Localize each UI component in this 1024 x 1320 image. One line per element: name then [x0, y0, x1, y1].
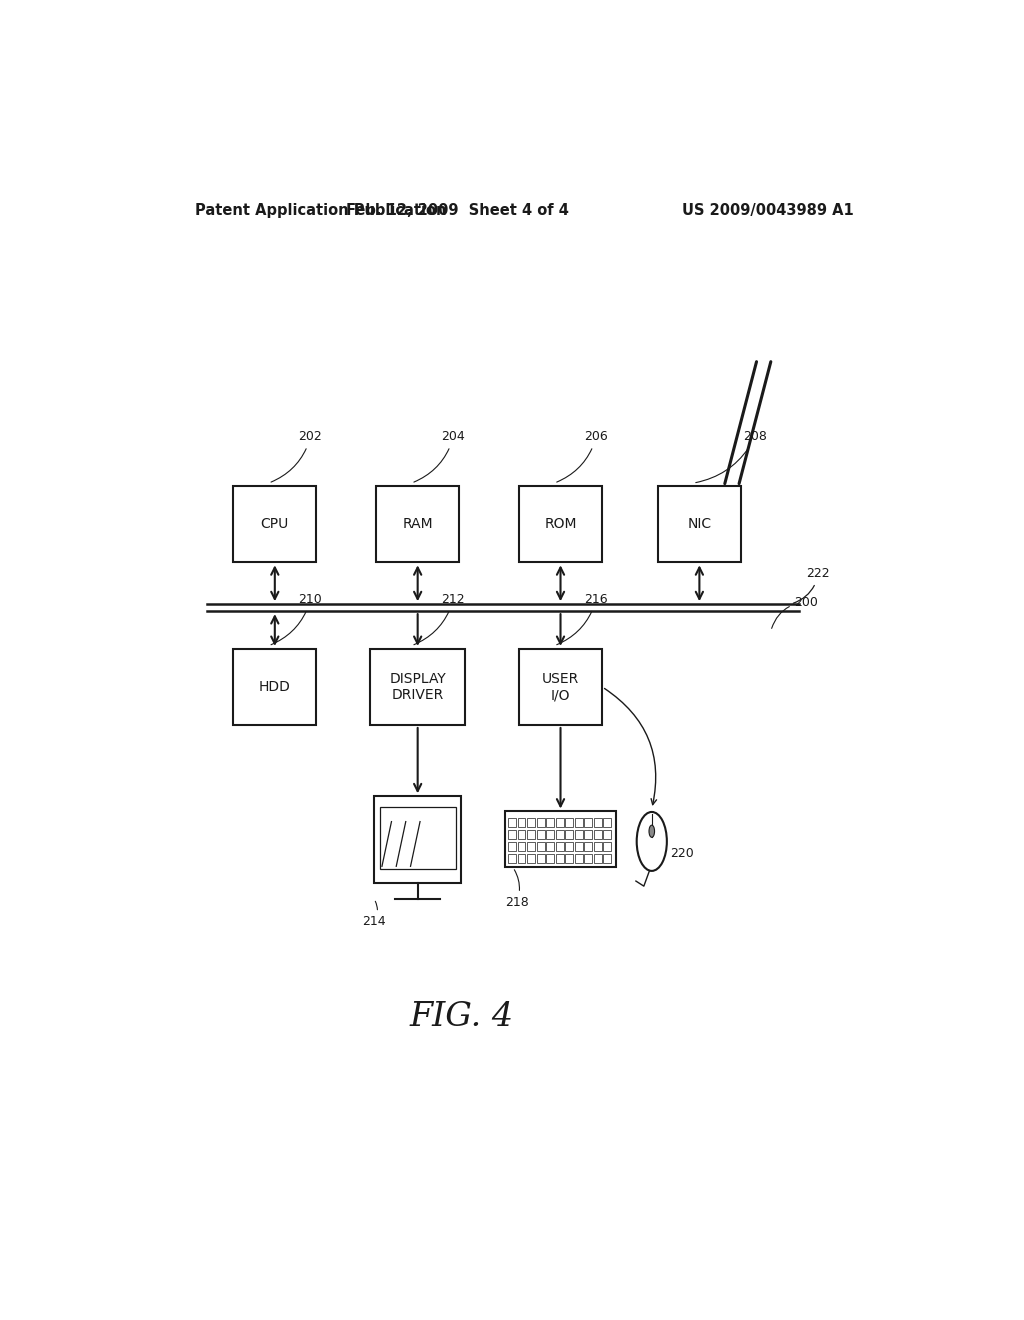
Text: 202: 202: [271, 430, 323, 482]
Text: 222: 222: [794, 568, 830, 603]
Bar: [565, 818, 573, 828]
Bar: [519, 486, 602, 562]
Bar: [518, 830, 525, 840]
Bar: [594, 842, 602, 851]
Bar: [556, 842, 563, 851]
Bar: [537, 854, 545, 863]
Bar: [565, 830, 573, 840]
Bar: [505, 812, 616, 867]
Bar: [585, 818, 592, 828]
Text: US 2009/0043989 A1: US 2009/0043989 A1: [682, 203, 854, 218]
Bar: [518, 854, 525, 863]
Ellipse shape: [637, 812, 667, 871]
Bar: [508, 854, 516, 863]
Text: Patent Application Publication: Patent Application Publication: [196, 203, 446, 218]
Bar: [574, 854, 583, 863]
Bar: [519, 649, 602, 725]
Text: 200: 200: [772, 595, 818, 628]
Bar: [574, 842, 583, 851]
Text: RAM: RAM: [402, 517, 433, 532]
Bar: [574, 818, 583, 828]
Text: 210: 210: [271, 593, 323, 644]
Bar: [233, 649, 316, 725]
Bar: [370, 649, 465, 725]
Bar: [518, 842, 525, 851]
Bar: [380, 808, 456, 870]
Bar: [594, 830, 602, 840]
Text: 208: 208: [695, 430, 767, 483]
Bar: [565, 854, 573, 863]
Text: 214: 214: [362, 902, 386, 928]
Bar: [508, 830, 516, 840]
Bar: [594, 854, 602, 863]
Bar: [508, 818, 516, 828]
Bar: [574, 830, 583, 840]
Text: NIC: NIC: [687, 517, 712, 532]
Bar: [546, 830, 554, 840]
Bar: [585, 842, 592, 851]
Bar: [556, 818, 563, 828]
Bar: [376, 486, 460, 562]
Bar: [585, 854, 592, 863]
Bar: [546, 854, 554, 863]
Bar: [603, 854, 611, 863]
Text: FIG. 4: FIG. 4: [410, 1002, 513, 1034]
Ellipse shape: [649, 825, 654, 837]
Text: CPU: CPU: [261, 517, 289, 532]
Bar: [556, 854, 563, 863]
Bar: [537, 830, 545, 840]
Bar: [657, 486, 741, 562]
Bar: [546, 818, 554, 828]
Text: 218: 218: [505, 870, 528, 909]
Text: Feb. 12, 2009  Sheet 4 of 4: Feb. 12, 2009 Sheet 4 of 4: [346, 203, 568, 218]
Text: 212: 212: [414, 593, 465, 644]
Bar: [527, 830, 535, 840]
Text: USER
I/O: USER I/O: [542, 672, 580, 702]
Text: 206: 206: [557, 430, 608, 482]
Bar: [556, 830, 563, 840]
Bar: [537, 842, 545, 851]
Bar: [585, 830, 592, 840]
Bar: [537, 818, 545, 828]
Bar: [527, 854, 535, 863]
Bar: [374, 796, 461, 883]
Bar: [508, 842, 516, 851]
Text: DISPLAY
DRIVER: DISPLAY DRIVER: [389, 672, 446, 702]
Bar: [603, 818, 611, 828]
Text: ROM: ROM: [545, 517, 577, 532]
Bar: [518, 818, 525, 828]
Bar: [233, 486, 316, 562]
Text: HDD: HDD: [259, 680, 291, 694]
Bar: [603, 830, 611, 840]
Bar: [527, 818, 535, 828]
Text: 220: 220: [670, 846, 694, 859]
Text: 216: 216: [557, 593, 608, 644]
Bar: [594, 818, 602, 828]
Text: 204: 204: [414, 430, 465, 482]
Bar: [565, 842, 573, 851]
Bar: [603, 842, 611, 851]
Bar: [527, 842, 535, 851]
Bar: [546, 842, 554, 851]
